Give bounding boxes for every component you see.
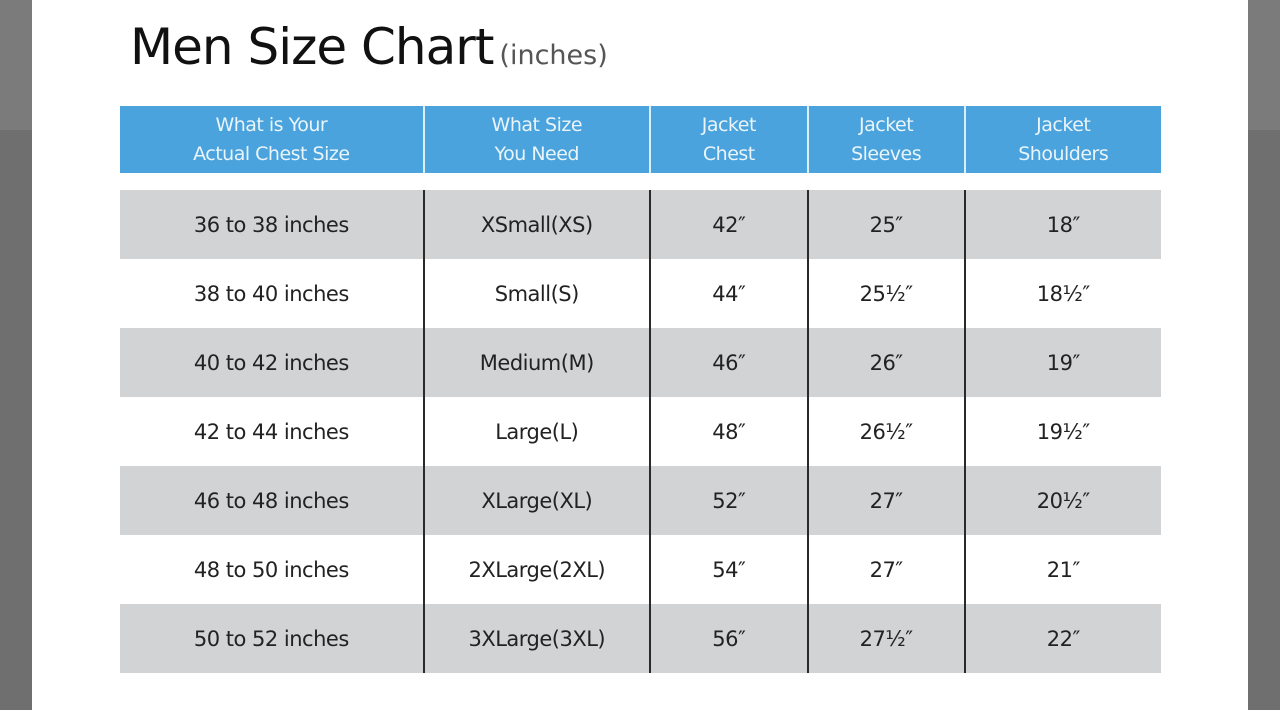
cell-jacket-sleeves: 26″ — [809, 328, 966, 397]
cell-jacket-chest: 48″ — [651, 397, 809, 466]
cell-chest-size: 50 to 52 inches — [120, 604, 425, 673]
cell-chest-size: 46 to 48 inches — [120, 466, 425, 535]
table-row: 42 to 44 inches Large(L) 48″ 26½″ 19½″ — [120, 397, 1161, 466]
cell-chest-size: 38 to 40 inches — [120, 259, 425, 328]
cell-jacket-sleeves: 26½″ — [809, 397, 966, 466]
cell-chest-size: 36 to 38 inches — [120, 190, 425, 259]
cell-size: Large(L) — [425, 397, 651, 466]
table-row: 48 to 50 inches 2XLarge(2XL) 54″ 27″ 21″ — [120, 535, 1161, 604]
title-unit: (inches) — [499, 40, 608, 71]
header-jacket-chest: Jacket Chest — [651, 106, 809, 173]
cell-chest-size: 40 to 42 inches — [120, 328, 425, 397]
cell-jacket-shoulders: 19″ — [1046, 350, 1081, 375]
cell-jacket-chest: 56″ — [651, 604, 809, 673]
cell-jacket-shoulders: 21″ — [1046, 557, 1081, 582]
cell-size: XLarge(XL) — [425, 466, 651, 535]
title-text: Men Size Chart — [130, 18, 494, 76]
cell-chest-size: 48 to 50 inches — [120, 535, 425, 604]
cell-jacket-shoulders: 22″ — [1046, 626, 1081, 651]
cell-jacket-chest: 46″ — [651, 328, 809, 397]
cell-jacket-sleeves: 25″ — [809, 190, 966, 259]
cell-chest-size: 42 to 44 inches — [120, 397, 425, 466]
cell-size: 3XLarge(3XL) — [425, 604, 651, 673]
cell-jacket-shoulders: 19½″ — [1036, 419, 1090, 444]
cell-jacket-sleeves: 27½″ — [809, 604, 966, 673]
header-chest-size: What is Your Actual Chest Size — [120, 106, 425, 173]
table-row: 38 to 40 inches Small(S) 44″ 25½″ 18½″ — [120, 259, 1161, 328]
cell-size: XSmall(XS) — [425, 190, 651, 259]
cell-jacket-shoulders: 18″ — [1046, 212, 1081, 237]
header-size-needed: What Size You Need — [425, 106, 651, 173]
cell-jacket-chest: 54″ — [651, 535, 809, 604]
table-row: 50 to 52 inches 3XLarge(3XL) 56″ 27½″ 22″ — [120, 604, 1161, 673]
table-body: 36 to 38 inches XSmall(XS) 42″ 25″ 18″ 38 to … — [120, 190, 1161, 673]
cell-jacket-sleeves: 27″ — [809, 535, 966, 604]
cell-size: Small(S) — [425, 259, 651, 328]
cell-size: 2XLarge(2XL) — [425, 535, 651, 604]
chart-title: Men Size Chart (inches) — [130, 18, 608, 76]
cell-jacket-shoulders: 18½″ — [1036, 281, 1090, 306]
table-row: 46 to 48 inches XLarge(XL) 52″ 27″ 20½″ — [120, 466, 1161, 535]
header-jacket-shoulders: Jacket Shoulders — [1018, 113, 1109, 165]
cell-jacket-chest: 42″ — [651, 190, 809, 259]
cell-jacket-chest: 44″ — [651, 259, 809, 328]
size-chart-image: Men Size Chart (inches) What is Your Actu… — [32, 0, 1248, 710]
header-jacket-sleeves: Jacket Sleeves — [809, 106, 966, 173]
cell-jacket-shoulders: 20½″ — [1036, 488, 1090, 513]
cell-jacket-sleeves: 27″ — [809, 466, 966, 535]
cell-jacket-chest: 52″ — [651, 466, 809, 535]
cell-jacket-sleeves: 25½″ — [809, 259, 966, 328]
table-row: 36 to 38 inches XSmall(XS) 42″ 25″ 18″ — [120, 190, 1161, 259]
table-header: What is Your Actual Chest Size What Size… — [120, 106, 1161, 173]
cell-size: Medium(M) — [425, 328, 651, 397]
table-row: 40 to 42 inches Medium(M) 46″ 26″ 19″ — [120, 328, 1161, 397]
